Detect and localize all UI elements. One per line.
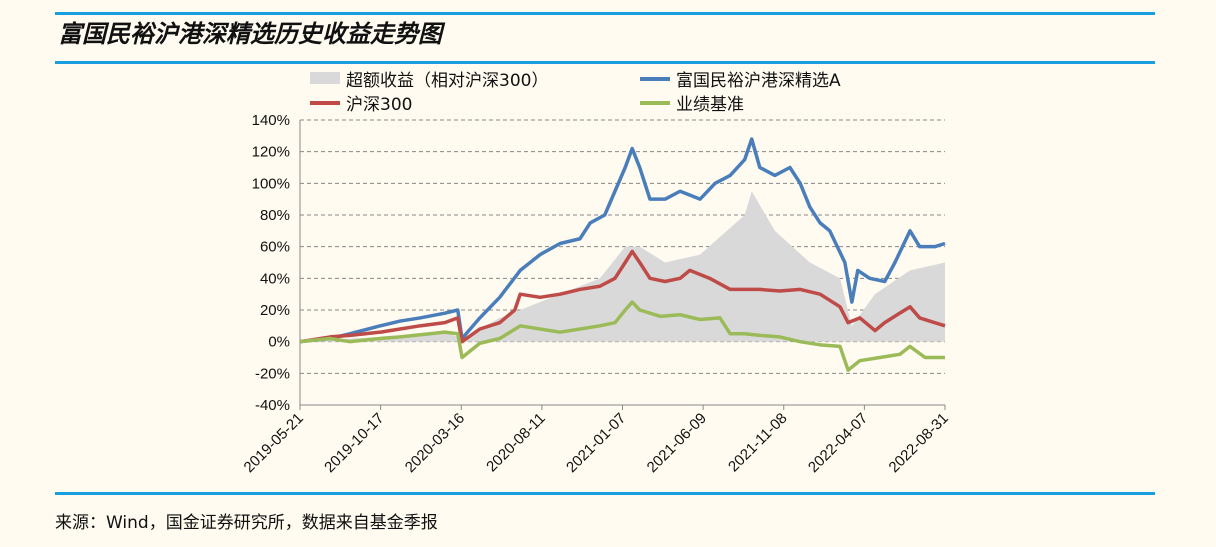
x-tick-label: 2021-11-08	[725, 410, 790, 475]
y-tick-label: -20%	[255, 365, 290, 382]
title-rule	[55, 61, 1155, 64]
x-tick-label: 2022-08-31	[886, 410, 952, 476]
legend-swatch	[310, 72, 340, 84]
chart-plot: -40% -20% 0% 20% 40% 60% 80% 100% 120% 140% 2019-0…	[241, 71, 952, 476]
bottom-rule	[55, 492, 1155, 495]
y-tick-label: 20%	[260, 302, 290, 319]
x-tick-label: 2019-10-17	[321, 410, 387, 476]
y-tick-label: -40%	[255, 397, 290, 414]
source-note: 来源：Wind，国金证券研究所，数据来自基金季报	[55, 513, 438, 533]
legend-label: 超额收益（相对沪深300）	[346, 71, 548, 91]
series-line	[299, 300, 945, 372]
legend-label: 业绩基准	[676, 95, 744, 115]
x-tick-label: 2020-03-16	[402, 410, 468, 476]
x-tick-label: 2022-04-07	[805, 410, 871, 476]
series-line	[299, 249, 946, 344]
x-tick-label: 2021-01-07	[563, 410, 629, 476]
y-tick-label: 120%	[252, 144, 290, 161]
x-tick-label: 2021-06-09	[644, 410, 710, 476]
x-tick-label: 2019-05-21	[241, 410, 307, 476]
y-tick-label: 140%	[252, 112, 290, 129]
legend-label: 沪深300	[346, 95, 412, 115]
y-tick-label: 100%	[252, 175, 290, 192]
y-tick-label: 60%	[260, 239, 290, 256]
chart-title: 富国民裕沪港深精选历史收益走势图	[58, 19, 442, 48]
legend-label: 富国民裕沪港深精选A	[676, 71, 841, 91]
x-tick-label: 2020-08-11	[483, 410, 548, 475]
y-tick-label: 80%	[260, 207, 290, 224]
top-rule	[55, 12, 1155, 15]
y-tick-label: 0%	[268, 334, 290, 351]
y-tick-label: 40%	[260, 270, 290, 287]
